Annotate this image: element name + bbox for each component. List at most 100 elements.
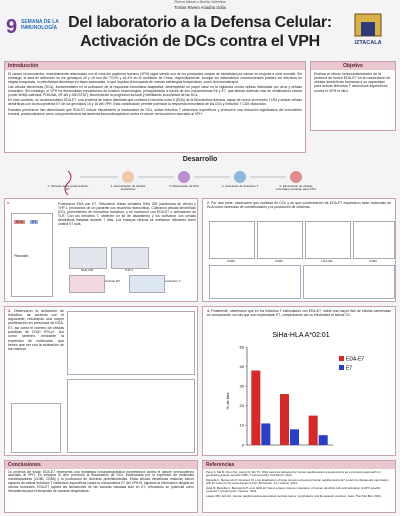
top-line: Rivera Navarro Noelia Valentina (174, 0, 226, 4)
cells-image (111, 247, 149, 269)
title-line-1: Del laboratorio a la Defensa Celular: (68, 14, 332, 31)
y-axis-label: % de lisis (225, 393, 230, 410)
bar-chart: SiHa-HLA A*02:01 % de lisis 0 10 20 30 40 50 E… (225, 332, 364, 447)
bar (308, 415, 318, 445)
panel-text: 4. Finalmente, observaron que en los lin… (203, 307, 395, 319)
logo-door (361, 22, 375, 36)
reference: Lasaro MO, Ertl HC. Human papillomavirus… (206, 493, 382, 498)
section-heading: Referencias (203, 461, 395, 469)
intro-text: El cáncer cervicouterino, estrechamente … (5, 70, 305, 119)
references-list: Peng S, Ma B, Chen SH, Hung CF, Wu TC. D… (203, 469, 395, 501)
bar (318, 435, 328, 445)
reference: Julià M, Mansilla C, Berraondo P, et al.… (206, 485, 381, 494)
cell (234, 171, 246, 183)
panel-body: Por otra parte, observaron que cantidad … (207, 201, 391, 210)
construct-diagram: EDA E7 Plásmido (11, 213, 53, 297)
chart-title: SiHa-HLA A*02:01 (272, 332, 329, 339)
panel-2: 2. Por otra parte, observaron que cantid… (202, 198, 396, 302)
panel-number: 2. (207, 201, 210, 205)
image-caption: Células DC (105, 279, 121, 283)
logo-icon (354, 13, 382, 37)
logo-text: SEMANA DE LA INMUNOLOGÍA (21, 19, 59, 31)
section-heading: Desarrollo (182, 156, 218, 163)
panel-number: 1. (7, 201, 10, 205)
logo-left: 9 SEMANA DE LA INMUNOLOGÍA (6, 14, 76, 48)
panel-number: 4. (207, 309, 210, 313)
references: Referencias Peng S, Ma B, Chen SH, Hung … (202, 460, 396, 513)
section-heading: Introducción (5, 62, 305, 70)
logo-label: IZTACALA (354, 40, 382, 46)
y-tick-label: 40 (240, 364, 245, 369)
panel-1: 1. EDA E7 Plásmido Fusionaron EDA con E7… (4, 198, 198, 302)
panel-text: 3. Observaron la activación de linfocito… (5, 307, 67, 353)
process-diagram: 1. Síntesis de la proteína EDA-E7 2. Est… (47, 165, 340, 195)
y-tick-label: 20 (240, 403, 245, 408)
panel-3: 3. Observaron la activación de linfocito… (4, 306, 198, 456)
reference: Peng S, Ma B, Chen SH, Hung CF, Wu TC. D… (206, 469, 381, 477)
y-tick-label: 50 (240, 344, 245, 349)
title-line-2: Activación de DCs contra el VPH (80, 33, 320, 50)
bar (290, 429, 300, 445)
reference: Mansilla C, Berraondo P, Durantez M, et … (206, 477, 389, 486)
dna (64, 170, 72, 195)
objective-text: Evaluar el efecto inmunoestimulador de l… (314, 71, 391, 93)
plot-label: CD86 (275, 259, 283, 263)
paragraph: Las células dendríticas (DCs), fundament… (8, 84, 302, 98)
plot-label: CD83 (369, 259, 377, 263)
image-caption: SiHa 293 (80, 268, 94, 272)
panel-text: 2. Por otra parte, observaron que cantid… (203, 199, 395, 211)
step-label: 1. Síntesis de la proteína EDA-E7 (47, 184, 89, 192)
flow-plot (209, 221, 255, 259)
authors: Tomas Rivero Ariadna Sofia (174, 5, 226, 10)
cells-image (69, 247, 107, 269)
panel-4: 4. Finalmente, observaron que en los lin… (202, 306, 396, 456)
legend-label: EDA-E7 (346, 357, 364, 363)
step-label: 4. Activación de linfocitos T (221, 184, 259, 188)
histogram-plot (209, 265, 301, 299)
cells-image (129, 275, 165, 293)
paragraph: En este contexto, se ha desarrollado EDA… (8, 98, 302, 107)
panel-number: 3. (8, 308, 11, 313)
panel-body: Finalmente, observaron que en los linfoc… (207, 309, 392, 318)
construct-label: EDA (14, 220, 26, 224)
objective: Objetivo Evaluar el efecto inmunoestimul… (310, 61, 396, 131)
step-label: 3. Maduración de DCs (169, 184, 199, 188)
cell (290, 171, 302, 183)
section-heading: Conclusiones (5, 461, 197, 469)
histogram-plot (303, 265, 395, 299)
logo-number: 9 (6, 16, 18, 38)
line-plot (11, 403, 61, 453)
flow-plots (67, 311, 195, 375)
bar (261, 423, 271, 445)
y-tick-label: 10 (240, 423, 245, 428)
legend-swatch (339, 365, 344, 370)
flow-plot (305, 221, 351, 259)
bar (279, 394, 289, 445)
flow-plot (353, 221, 395, 259)
conclusions-text: La proteína de fusión EDA-E7 representa … (8, 469, 194, 494)
logo-right: IZTACALA (345, 8, 391, 50)
flow-plots (67, 379, 195, 453)
bar (251, 370, 261, 445)
paragraph: El cáncer cervicouterino, estrechamente … (8, 71, 302, 84)
construct-label: Plásmido (14, 254, 29, 258)
y-tick-label: 0 (242, 442, 245, 447)
paragraph: Estudios preclínicos han demostrado que … (8, 107, 302, 116)
step-label: 5. Eliminación de células tumorales posi… (276, 184, 316, 192)
legend-swatch (339, 356, 344, 361)
panel-text: Fusionaron EDA con E7. Obtuvieron líneas… (58, 201, 196, 226)
image-caption: Linfocitos T (165, 279, 181, 283)
plot-label: HLA-DR (321, 259, 333, 263)
section-heading: Objetivo (311, 62, 395, 70)
cells-image (69, 275, 105, 293)
construct-label: E7 (30, 220, 39, 224)
panel-text: 1. (5, 199, 59, 207)
diagram-art (64, 170, 302, 195)
cell (178, 171, 190, 183)
plot-label: CD80 (227, 259, 235, 263)
step-label: 2. Estimulación de células dendríticas (110, 184, 146, 192)
y-tick-label: 30 (240, 384, 245, 389)
conclusions: Conclusiones La proteína de fusión EDA-E… (4, 460, 198, 513)
